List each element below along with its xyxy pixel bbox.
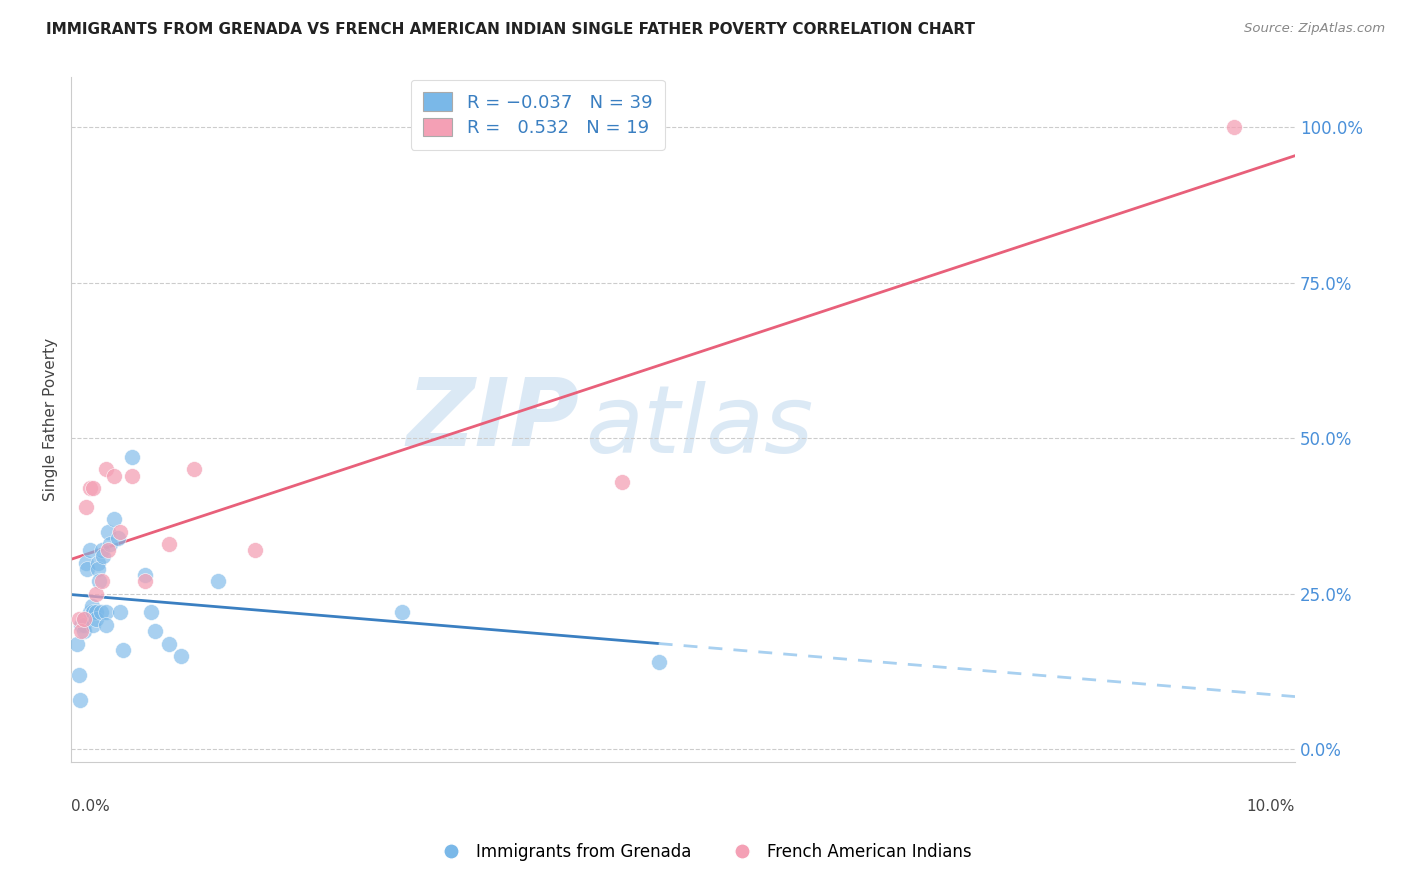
Point [87, 556, 110, 570]
Point [103, 468, 125, 483]
Point [75, 556, 97, 570]
Point [110, 524, 132, 539]
Point [75, 500, 97, 514]
Point [76, 562, 98, 576]
Point [391, 606, 413, 620]
Point [157, 537, 180, 551]
Point [170, 648, 193, 663]
Point [97, 524, 120, 539]
Point [134, 574, 156, 589]
Point [107, 531, 129, 545]
Point [121, 450, 143, 464]
Point [84, 587, 107, 601]
Point [183, 462, 205, 476]
Point [72, 612, 94, 626]
Point [94, 606, 117, 620]
Point [69, 692, 91, 706]
Point [207, 574, 229, 589]
Point [90, 574, 112, 589]
Point [79, 543, 101, 558]
Legend: R = −0.037   N = 39, R =   0.532   N = 19: R = −0.037 N = 39, R = 0.532 N = 19 [411, 79, 665, 150]
Text: atlas: atlas [585, 381, 814, 472]
Point [87, 562, 110, 576]
Point [82, 599, 104, 614]
Legend: Immigrants from Grenada, French American Indians: Immigrants from Grenada, French American… [427, 837, 979, 868]
Point [647, 655, 669, 669]
Point [610, 475, 633, 489]
Point [89, 574, 111, 589]
Point [111, 642, 134, 657]
Point [72, 612, 94, 626]
Point [70, 618, 93, 632]
Point [90, 606, 112, 620]
Point [94, 618, 117, 632]
Point [79, 606, 101, 620]
Text: 10.0%: 10.0% [1247, 799, 1295, 814]
Text: ZIP: ZIP [406, 374, 579, 466]
Point [94, 462, 117, 476]
Point [82, 606, 104, 620]
Point [134, 568, 156, 582]
Point [110, 606, 132, 620]
Point [143, 624, 166, 639]
Point [79, 481, 101, 495]
Point [82, 481, 104, 495]
Point [84, 612, 107, 626]
Point [97, 543, 120, 558]
Point [121, 468, 143, 483]
Point [139, 606, 162, 620]
Point [90, 543, 112, 558]
Point [67, 667, 90, 681]
Point [66, 637, 89, 651]
Point [67, 612, 90, 626]
Point [82, 618, 104, 632]
Text: 0.0%: 0.0% [72, 799, 110, 814]
Point [84, 606, 107, 620]
Point [72, 624, 94, 639]
Point [70, 624, 93, 639]
Point [157, 637, 180, 651]
Text: IMMIGRANTS FROM GRENADA VS FRENCH AMERICAN INDIAN SINGLE FATHER POVERTY CORRELAT: IMMIGRANTS FROM GRENADA VS FRENCH AMERIC… [46, 22, 976, 37]
Point [72, 618, 94, 632]
Y-axis label: Single Father Poverty: Single Father Poverty [44, 338, 58, 501]
Point [243, 543, 266, 558]
Point [91, 549, 114, 564]
Point [1223, 120, 1246, 135]
Point [103, 512, 125, 526]
Point [100, 537, 122, 551]
Text: Source: ZipAtlas.com: Source: ZipAtlas.com [1244, 22, 1385, 36]
